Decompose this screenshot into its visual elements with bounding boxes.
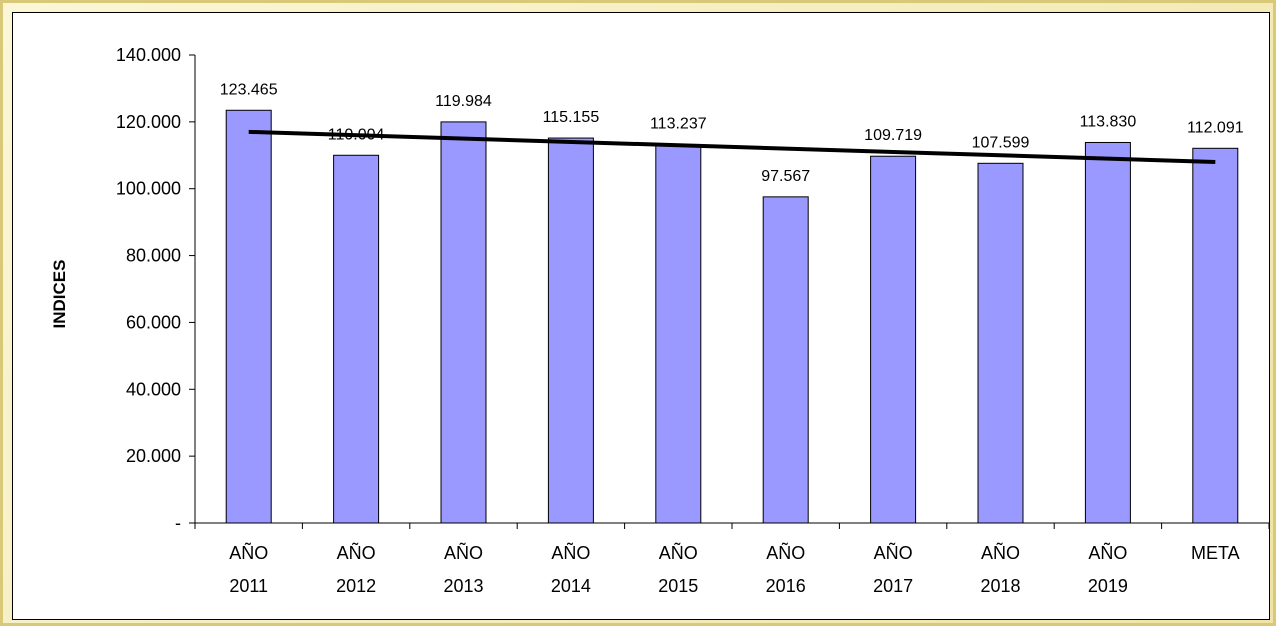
x-tick-label: META (1191, 543, 1240, 563)
bar (333, 154, 380, 524)
x-tick-label: AÑO (444, 542, 483, 563)
bar-chart: - 20.000 40.000 60.000 80.000 100.000 120.000 1… (50, 45, 1270, 596)
x-tick-label: 2016 (766, 576, 806, 596)
x-tick-label: 2012 (336, 576, 376, 596)
data-label: 119.984 (435, 93, 492, 110)
y-tick-label: 120.000 (116, 112, 181, 132)
x-tick-label: AÑO (981, 542, 1020, 563)
data-label: 112.091 (1187, 119, 1244, 136)
bar (1084, 141, 1131, 524)
bar (655, 143, 702, 524)
bar (977, 162, 1024, 524)
x-tick-label: AÑO (1088, 542, 1127, 563)
x-tick-label: AÑO (659, 542, 698, 563)
trendline (248, 129, 1216, 164)
x-tick-label: 2011 (229, 576, 268, 596)
x-tick-label: AÑO (766, 542, 805, 563)
x-tick-label: 2019 (1088, 576, 1128, 596)
data-label: 109.719 (864, 127, 922, 144)
x-tick-label: AÑO (337, 542, 376, 563)
y-tick-label: 60.000 (126, 312, 181, 332)
y-tick-label: 40.000 (126, 379, 181, 399)
x-tick-label: 2014 (551, 576, 591, 596)
x-tick-label: 2018 (980, 576, 1020, 596)
bar (225, 109, 272, 524)
bar (1192, 147, 1239, 524)
x-tick-label: AÑO (551, 542, 590, 563)
y-tick-label: 20.000 (126, 446, 181, 466)
data-label: 113.830 (1080, 113, 1137, 130)
bar (440, 121, 487, 524)
y-axis-title: INDICES (50, 260, 69, 329)
bar (762, 196, 809, 524)
data-label: 107.599 (972, 134, 1030, 151)
data-label: 115.155 (543, 109, 600, 126)
y-tick-label: 80.000 (126, 246, 181, 266)
data-label: 113.237 (650, 115, 707, 132)
x-tick-label: AÑO (874, 542, 913, 563)
x-tick-label: 2017 (873, 576, 913, 596)
y-tick-label: - (175, 513, 181, 533)
data-label: 123.465 (220, 81, 278, 98)
y-tick-label: 140.000 (116, 45, 181, 65)
x-tick-label: 2015 (658, 576, 698, 596)
bar (870, 155, 917, 524)
bar (547, 137, 594, 524)
chart-area: - 20.000 40.000 60.000 80.000 100.000 120.000 1… (12, 12, 1270, 620)
x-tick-label: 2013 (443, 576, 483, 596)
data-label: 97.567 (761, 168, 810, 185)
x-tick-label: AÑO (229, 542, 268, 563)
y-tick-label: 100.000 (116, 179, 181, 199)
